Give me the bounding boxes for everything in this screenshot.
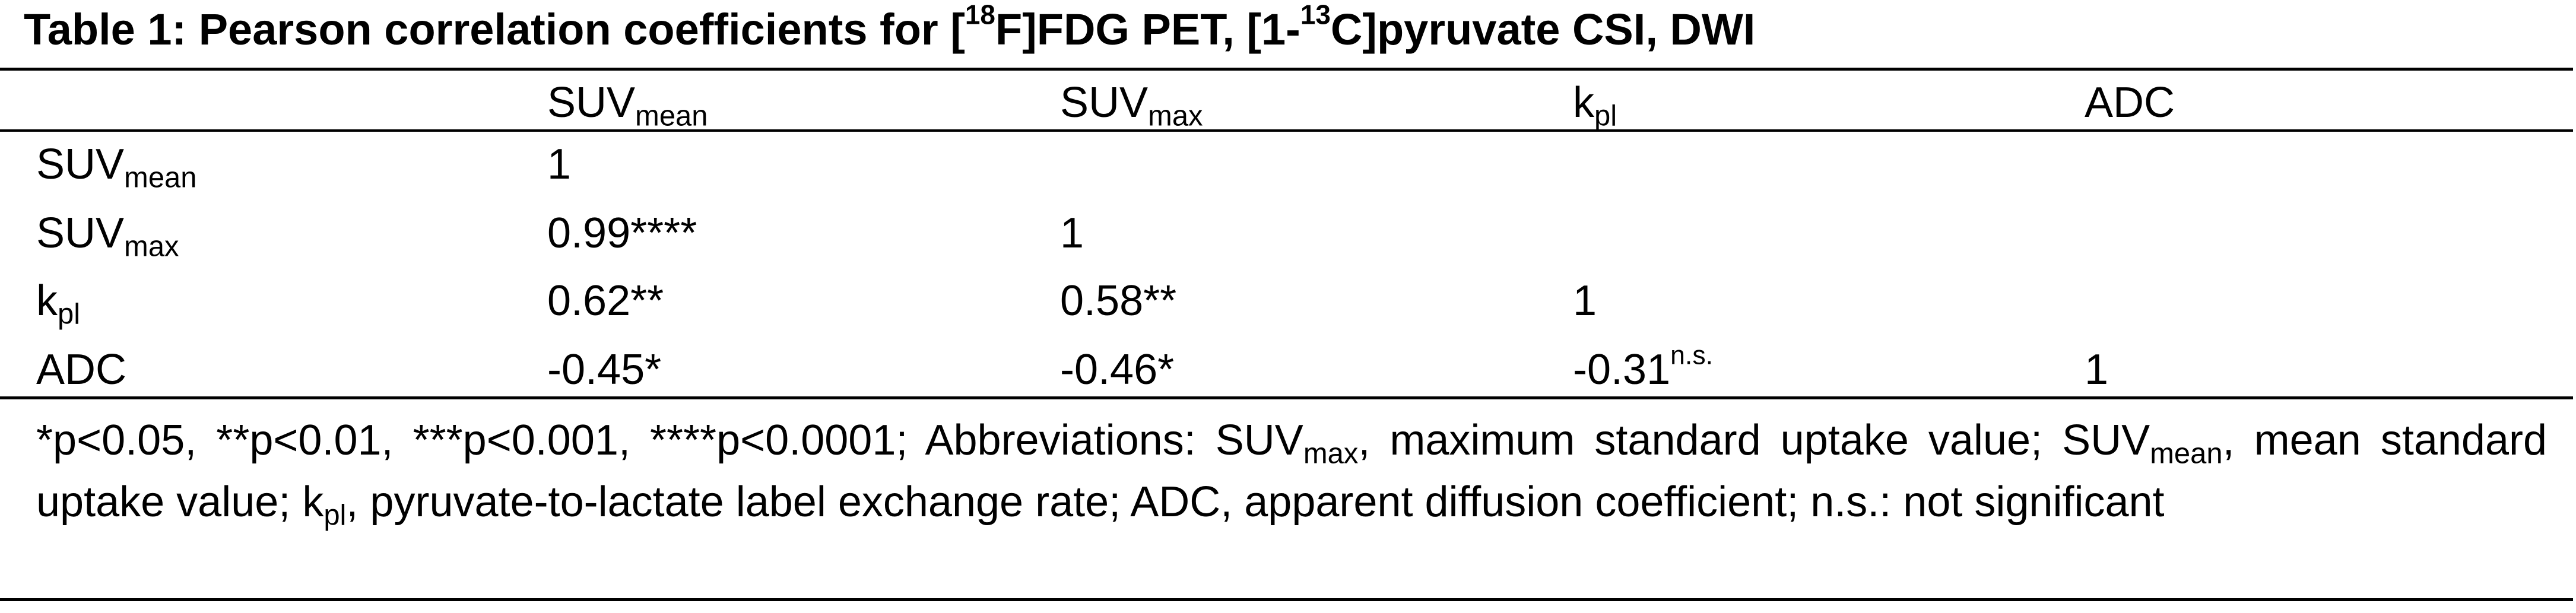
footnote-part: mean: [2150, 437, 2223, 470]
column-header-part: ADC: [2085, 79, 2175, 126]
table-cell-part: n.s.: [1670, 341, 1714, 370]
footnote-part: , maximum standard uptake value; SUV: [1358, 417, 2150, 464]
title-part: C]pyruvate CSI, DWI: [1330, 5, 1756, 54]
title-part: F]FDG PET, [1-: [995, 5, 1300, 54]
table-cell: 1: [1060, 207, 1084, 260]
title-part: 18: [965, 0, 995, 30]
row-label-part: SUV: [36, 209, 125, 257]
column-header-part: mean: [635, 100, 708, 132]
bottom-rule: [0, 598, 2573, 601]
table-cell-part: 0.58**: [1060, 277, 1177, 325]
table-cell: 1: [2085, 343, 2108, 396]
column-header-part: SUV: [1060, 79, 1149, 126]
table-cell-part: 1: [1060, 209, 1084, 257]
footnote-part: , mean standard uptake value; k: [36, 417, 2548, 526]
column-header-part: SUV: [547, 79, 636, 126]
column-header: SUVmax: [1060, 76, 1203, 132]
row-label: SUVmax: [36, 207, 179, 263]
footnote: *p<0.05, **p<0.01, ***p<0.001, ****p<0.0…: [36, 409, 2547, 533]
row-label-part: pl: [58, 298, 81, 331]
row-label-part: k: [36, 277, 58, 325]
column-header-part: max: [1148, 100, 1203, 132]
table-cell-part: 1: [1573, 277, 1597, 325]
table-cell: 1: [1573, 274, 1597, 328]
row-label: ADC: [36, 343, 126, 396]
column-header-part: k: [1573, 79, 1594, 126]
footnote-part: max: [1303, 437, 1359, 470]
title-part: Table 1: Pearson correlation coefficient…: [24, 5, 965, 54]
row-label-part: mean: [124, 161, 197, 194]
table-cell-part: 0.62**: [547, 277, 664, 325]
table-cell-part: -0.31: [1573, 346, 1671, 393]
table-cell-part: 0.99****: [547, 209, 697, 257]
table-cell: 0.62**: [547, 274, 664, 328]
table-cell-part: -0.46*: [1060, 346, 1175, 393]
footnote-part: , pyruvate-to-lactate label exchange rat…: [346, 478, 2165, 526]
row-label-part: ADC: [36, 346, 127, 393]
table-cell-part: 1: [547, 141, 572, 188]
table-cell: 0.99****: [547, 207, 697, 260]
row-label: SUVmean: [36, 138, 197, 194]
body-rule: [0, 396, 2573, 399]
column-header: kpl: [1573, 76, 1617, 132]
column-header: ADC: [2085, 76, 2175, 129]
top-rule: [0, 68, 2573, 71]
column-header-part: pl: [1594, 100, 1617, 132]
table-cell: 0.58**: [1060, 274, 1176, 328]
row-label: kpl: [36, 274, 81, 331]
row-label-part: SUV: [36, 141, 125, 188]
column-header: SUVmean: [547, 76, 708, 132]
table-cell: 1: [547, 138, 571, 191]
table-title: Table 1: Pearson correlation coefficient…: [24, 0, 1755, 59]
title-part: 13: [1300, 0, 1331, 30]
table-cell-part: -0.45*: [547, 346, 662, 393]
row-label-part: max: [124, 230, 179, 263]
table-cell: -0.45*: [547, 343, 661, 396]
header-rule: [0, 129, 2573, 132]
table-cell: -0.46*: [1060, 343, 1174, 396]
footnote-part: pl: [323, 499, 347, 532]
footnote-part: *p<0.05, **p<0.01, ***p<0.001, ****p<0.0…: [36, 417, 1303, 464]
table-cell: -0.31n.s.: [1573, 341, 1714, 396]
table-cell-part: 1: [2085, 346, 2109, 393]
